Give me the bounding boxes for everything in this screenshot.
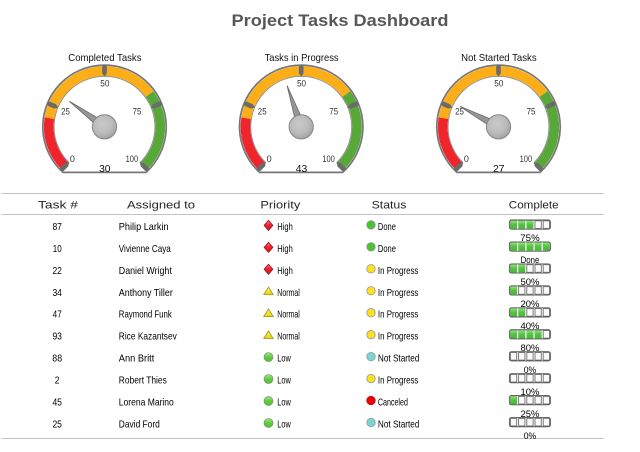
svg-text:93: 93 bbox=[52, 332, 62, 343]
svg-text:88: 88 bbox=[52, 354, 62, 365]
svg-text:25: 25 bbox=[258, 106, 267, 116]
svg-text:Daniel Wright: Daniel Wright bbox=[119, 266, 172, 277]
svg-text:100: 100 bbox=[520, 154, 533, 164]
svg-text:10%: 10% bbox=[521, 387, 540, 398]
svg-text:0: 0 bbox=[267, 154, 272, 164]
svg-text:10: 10 bbox=[53, 244, 62, 255]
svg-text:Normal: Normal bbox=[277, 288, 300, 299]
svg-text:Tasks in Progress: Tasks in Progress bbox=[265, 52, 339, 64]
svg-text:75: 75 bbox=[329, 106, 338, 116]
svg-text:80%: 80% bbox=[521, 343, 541, 354]
svg-text:Vivienne Caya: Vivienne Caya bbox=[119, 244, 171, 255]
svg-text:Normal: Normal bbox=[277, 310, 300, 321]
svg-text:Task #: Task # bbox=[38, 200, 79, 212]
svg-text:50: 50 bbox=[100, 78, 109, 88]
svg-text:20%: 20% bbox=[521, 299, 541, 310]
svg-text:Anthony Tiller: Anthony Tiller bbox=[119, 288, 174, 299]
svg-text:Not Started: Not Started bbox=[378, 419, 420, 430]
svg-text:22: 22 bbox=[52, 266, 62, 277]
svg-text:Project Tasks Dashboard: Project Tasks Dashboard bbox=[232, 11, 449, 30]
svg-text:Low: Low bbox=[277, 419, 291, 430]
svg-text:34: 34 bbox=[52, 288, 62, 299]
svg-text:Lorena Marino: Lorena Marino bbox=[119, 398, 174, 409]
svg-text:0: 0 bbox=[70, 154, 75, 164]
svg-text:Status: Status bbox=[372, 200, 407, 212]
svg-text:100: 100 bbox=[126, 154, 139, 164]
svg-text:Normal: Normal bbox=[277, 332, 300, 343]
svg-text:Complete: Complete bbox=[509, 200, 559, 212]
svg-text:Rice Kazantsev: Rice Kazantsev bbox=[119, 332, 178, 343]
svg-text:Ann Britt: Ann Britt bbox=[119, 354, 155, 365]
svg-text:Canceled: Canceled bbox=[378, 398, 408, 409]
svg-text:Done: Done bbox=[378, 222, 396, 233]
svg-text:50: 50 bbox=[494, 78, 503, 88]
svg-text:Low: Low bbox=[277, 398, 291, 409]
svg-text:Raymond Funk: Raymond Funk bbox=[119, 310, 173, 321]
svg-text:100: 100 bbox=[322, 154, 335, 164]
svg-text:Priority: Priority bbox=[260, 200, 300, 212]
svg-text:2: 2 bbox=[55, 376, 60, 387]
svg-text:0%: 0% bbox=[524, 365, 537, 376]
svg-text:Low: Low bbox=[277, 376, 291, 387]
svg-text:In Progress: In Progress bbox=[378, 266, 419, 277]
svg-text:75: 75 bbox=[527, 106, 536, 116]
svg-text:75: 75 bbox=[133, 106, 142, 116]
svg-text:In Progress: In Progress bbox=[378, 310, 419, 321]
svg-text:25: 25 bbox=[52, 419, 62, 430]
svg-text:Robert Thies: Robert Thies bbox=[119, 376, 167, 387]
svg-text:High: High bbox=[277, 244, 293, 255]
svg-text:0%: 0% bbox=[524, 431, 537, 442]
svg-text:40%: 40% bbox=[521, 321, 541, 332]
svg-text:Done: Done bbox=[378, 244, 396, 255]
svg-text:David Ford: David Ford bbox=[119, 419, 160, 430]
svg-text:87: 87 bbox=[52, 222, 62, 233]
svg-text:Not Started: Not Started bbox=[378, 354, 420, 365]
svg-text:Done: Done bbox=[521, 255, 540, 266]
svg-text:In Progress: In Progress bbox=[378, 376, 419, 387]
svg-text:25: 25 bbox=[455, 106, 464, 116]
svg-text:Assigned to: Assigned to bbox=[127, 200, 195, 212]
svg-text:25: 25 bbox=[61, 106, 70, 116]
svg-text:0: 0 bbox=[464, 154, 469, 164]
svg-text:25%: 25% bbox=[521, 409, 540, 420]
svg-text:45: 45 bbox=[52, 398, 62, 409]
svg-text:30: 30 bbox=[99, 164, 111, 175]
svg-text:Completed Tasks: Completed Tasks bbox=[68, 52, 141, 64]
svg-text:75%: 75% bbox=[520, 233, 540, 244]
svg-text:50: 50 bbox=[297, 78, 306, 88]
svg-text:50%: 50% bbox=[521, 277, 541, 288]
svg-text:Not Started Tasks: Not Started Tasks bbox=[461, 52, 537, 64]
svg-text:43: 43 bbox=[296, 164, 308, 175]
svg-text:Low: Low bbox=[277, 354, 291, 365]
svg-text:47: 47 bbox=[53, 310, 62, 321]
svg-text:Philip Larkin: Philip Larkin bbox=[119, 222, 169, 233]
svg-text:High: High bbox=[277, 266, 293, 277]
svg-text:High: High bbox=[277, 222, 293, 233]
svg-text:In Progress: In Progress bbox=[378, 332, 419, 343]
svg-text:In Progress: In Progress bbox=[378, 288, 419, 299]
svg-text:27: 27 bbox=[493, 164, 505, 175]
